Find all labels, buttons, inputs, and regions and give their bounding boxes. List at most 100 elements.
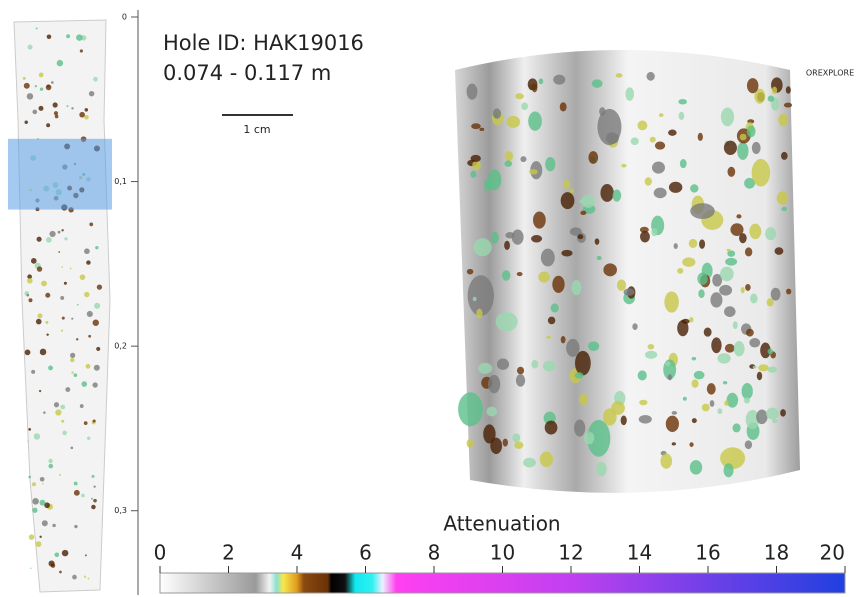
inclusion: [92, 319, 99, 326]
inclusion: [61, 229, 64, 232]
inclusion: [512, 433, 521, 443]
inclusion: [79, 111, 85, 118]
inclusion: [66, 34, 71, 39]
inclusion: [45, 84, 52, 91]
inclusion: [523, 457, 536, 468]
inclusion: [501, 270, 511, 281]
inclusion: [479, 127, 485, 132]
inclusion: [43, 411, 46, 414]
inclusion: [710, 292, 723, 308]
inclusion: [521, 102, 528, 111]
inclusion: [691, 356, 697, 361]
inclusion: [579, 199, 584, 204]
inclusion: [651, 228, 658, 237]
inclusion: [466, 268, 474, 275]
inclusion: [690, 184, 699, 193]
inclusion: [511, 229, 524, 245]
inclusion: [730, 223, 744, 236]
inclusion: [646, 71, 655, 81]
inclusion: [760, 342, 771, 359]
inclusion: [668, 181, 683, 193]
inclusion: [84, 115, 89, 120]
inclusion: [712, 273, 723, 287]
inclusion: [491, 231, 499, 244]
inclusion: [46, 333, 49, 336]
inclusion: [73, 373, 78, 378]
inclusion: [92, 419, 96, 423]
inclusion: [667, 374, 672, 381]
inclusion: [93, 76, 98, 82]
inclusion: [27, 274, 32, 280]
inclusion: [588, 151, 599, 164]
inclusion: [60, 295, 65, 300]
inclusion: [46, 236, 52, 243]
inclusion: [727, 166, 736, 177]
inclusion: [71, 107, 74, 110]
inclusion: [32, 507, 38, 513]
inclusion: [689, 460, 703, 475]
inclusion: [54, 114, 59, 119]
inclusion: [470, 170, 477, 178]
inclusion: [719, 266, 734, 282]
colorbar: [159, 572, 846, 594]
inclusion: [653, 187, 667, 199]
colorbar-tick-label: 12: [558, 541, 583, 565]
inclusion: [506, 115, 521, 128]
inclusion: [27, 277, 33, 284]
inclusion: [560, 336, 566, 344]
inclusion: [505, 232, 515, 239]
inclusion: [39, 348, 47, 356]
inclusion: [514, 441, 524, 449]
inclusion: [59, 570, 62, 574]
inclusion: [638, 414, 652, 424]
inclusion: [726, 248, 731, 252]
inclusion: [76, 34, 83, 41]
inclusion: [87, 577, 90, 580]
inclusion: [706, 383, 716, 395]
inclusion: [96, 284, 103, 290]
inclusion: [531, 234, 543, 243]
inclusion: [502, 438, 508, 447]
inclusion: [487, 374, 501, 394]
inclusion: [73, 481, 78, 486]
inclusion: [29, 567, 32, 570]
inclusion: [682, 396, 687, 401]
inclusion: [688, 238, 698, 248]
inclusion: [689, 316, 694, 323]
inclusion: [727, 250, 736, 257]
inclusion: [23, 82, 30, 89]
inclusion: [776, 191, 789, 205]
inclusion: [575, 350, 591, 376]
inclusion: [470, 154, 481, 163]
inclusion: [90, 497, 93, 500]
inclusion: [711, 337, 722, 354]
inclusion: [41, 280, 47, 287]
inclusion: [538, 271, 550, 283]
inclusion: [60, 404, 66, 410]
inclusion: [579, 393, 589, 406]
inclusion: [649, 136, 656, 143]
inclusion: [520, 156, 527, 163]
inclusion: [744, 247, 753, 257]
inclusion: [637, 370, 647, 381]
inclusion: [681, 318, 690, 324]
inclusion: [504, 151, 514, 162]
inclusion: [785, 86, 791, 94]
inclusion: [739, 133, 747, 141]
inclusion: [74, 524, 78, 529]
inclusion: [60, 329, 63, 332]
inclusion: [658, 113, 664, 117]
inclusion: [665, 361, 671, 366]
inclusion: [472, 296, 477, 302]
colorbar-tick-label: 0: [154, 541, 167, 565]
inclusion: [639, 226, 649, 233]
inclusion: [732, 321, 738, 329]
inclusion: [53, 402, 60, 408]
inclusion: [781, 206, 787, 212]
logo: OREXPLORE: [806, 69, 854, 78]
colorbar-tick-label: 8: [428, 541, 441, 565]
inclusion: [697, 272, 708, 285]
inclusion: [552, 275, 565, 293]
inclusion: [52, 523, 56, 528]
inclusion: [504, 240, 510, 250]
